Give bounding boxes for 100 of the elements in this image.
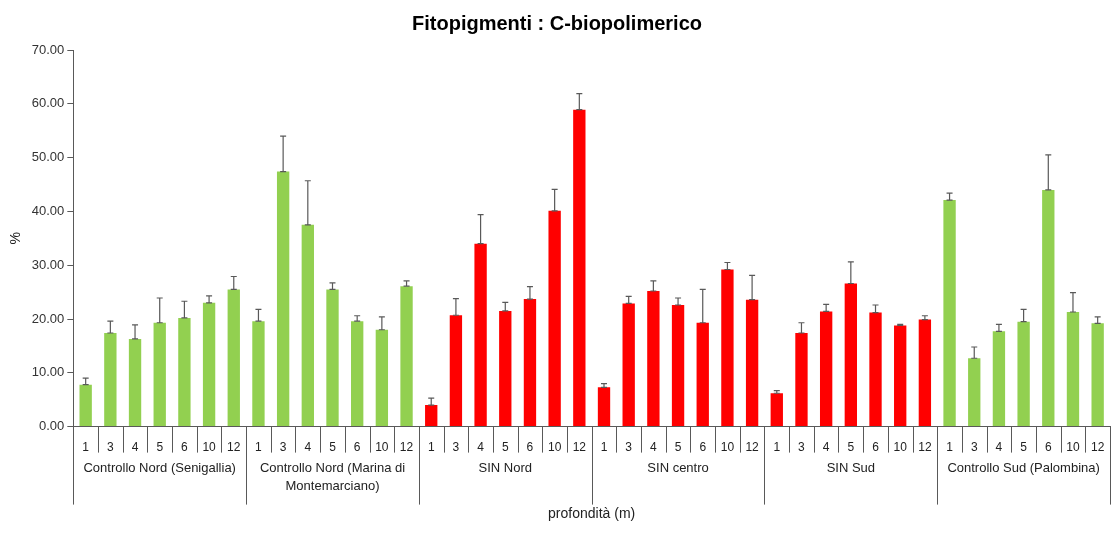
bar [1091,323,1104,427]
x-tick-label: 5 [501,440,509,455]
x-tick-label: 6 [872,440,880,455]
y-tick-label: 70.00 [31,41,65,57]
chart-title: Fitopigmenti : C-biopolimerico [412,11,702,34]
x-tick-label: 12 [1090,440,1105,455]
x-tick-label: 1 [82,440,90,455]
x-tick-label: 10 [1066,440,1080,455]
x-tick-label: 5 [329,440,337,455]
y-tick-label: 60.00 [31,95,65,111]
x-tick-label: 6 [1044,440,1052,455]
x-tick-label: 4 [131,440,139,455]
bar [918,319,932,427]
x-tick-label: 12 [399,440,414,455]
bar [696,322,709,427]
bar [1017,321,1030,427]
bar [128,338,142,427]
x-tick-label: 3 [452,440,460,455]
bar [745,299,759,427]
bar [153,322,166,427]
bar [276,171,290,427]
x-tick-label: 10 [720,440,735,455]
y-tick-label: 10.00 [31,364,65,380]
x-tick-label: 10 [202,440,217,455]
bar [968,358,981,427]
y-tick-label: 0.00 [39,418,65,434]
bar [869,312,882,427]
bar [449,315,463,427]
x-tick-label: 12 [572,440,587,455]
bar [844,283,857,427]
x-tick-label: 6 [699,440,707,455]
bar [202,302,216,427]
text: SIN Nord [478,460,533,476]
bar [400,286,413,427]
x-tick-label: 6 [181,440,189,455]
x-tick-label: 3 [625,440,633,455]
text: Controllo Sud (Palombina) [947,460,1100,476]
text: SIN centro [647,460,709,476]
bar [671,305,685,427]
bar [425,405,438,427]
bar [795,332,808,427]
bar [104,332,117,427]
x-tick-label: 12 [918,440,932,455]
bar [622,303,635,427]
x-tick-label: 5 [1020,440,1028,455]
bar [523,299,537,427]
x-tick-label: 5 [156,440,164,455]
bar [819,311,833,427]
y-axis-title: % [7,232,24,245]
x-tick-label: 12 [745,440,760,455]
x-tick-label: 10 [375,440,389,455]
bar [573,109,586,427]
x-tick-label: 5 [847,440,855,455]
bar [375,329,389,427]
bar [597,387,611,427]
bar [227,289,240,427]
text: SIN Sud [826,460,876,476]
y-tick-label: 40.00 [31,202,65,218]
x-tick-label: 3 [279,440,287,455]
x-axis-title: profondità (m) [548,505,636,522]
x-tick-label: 4 [822,440,830,455]
x-tick-label: 1 [773,440,781,455]
bar [178,317,191,427]
bar [326,289,339,427]
x-tick-label: 6 [353,440,361,455]
x-tick-label: 6 [526,440,534,455]
bar [894,325,907,427]
x-tick-label: 1 [600,440,608,455]
x-tick-label: 3 [798,440,806,455]
bar [647,291,660,427]
bar [1042,189,1055,427]
bar [1066,312,1080,427]
x-tick-label: 4 [650,440,658,455]
x-tick-label: 4 [304,440,312,455]
y-tick-label: 50.00 [31,149,65,165]
text: Controllo Nord (Senigallia) [83,460,236,476]
x-tick-label: 4 [477,440,485,455]
x-tick-label: 4 [995,440,1003,455]
bar [474,243,487,427]
bar [770,393,783,427]
y-tick-label: 30.00 [31,256,65,272]
bar [301,224,314,427]
x-tick-label: 3 [970,440,978,455]
bar [548,210,561,427]
y-tick-label: 20.00 [31,310,65,326]
bar [992,331,1006,427]
x-tick-label: 3 [107,440,115,455]
x-tick-label: 10 [547,440,562,455]
bar [943,200,956,427]
x-tick-label: 1 [946,440,954,455]
x-tick-label: 5 [674,440,682,455]
bar [79,384,92,427]
x-tick-label: 1 [427,440,435,455]
bar [351,321,364,427]
text: Controllo Nord (Marina di Montemarciano) [259,460,406,494]
bar [721,269,734,427]
x-tick-label: 10 [893,440,908,455]
x-tick-label: 12 [227,440,241,455]
x-tick-label: 1 [255,440,263,455]
bar [499,310,512,427]
